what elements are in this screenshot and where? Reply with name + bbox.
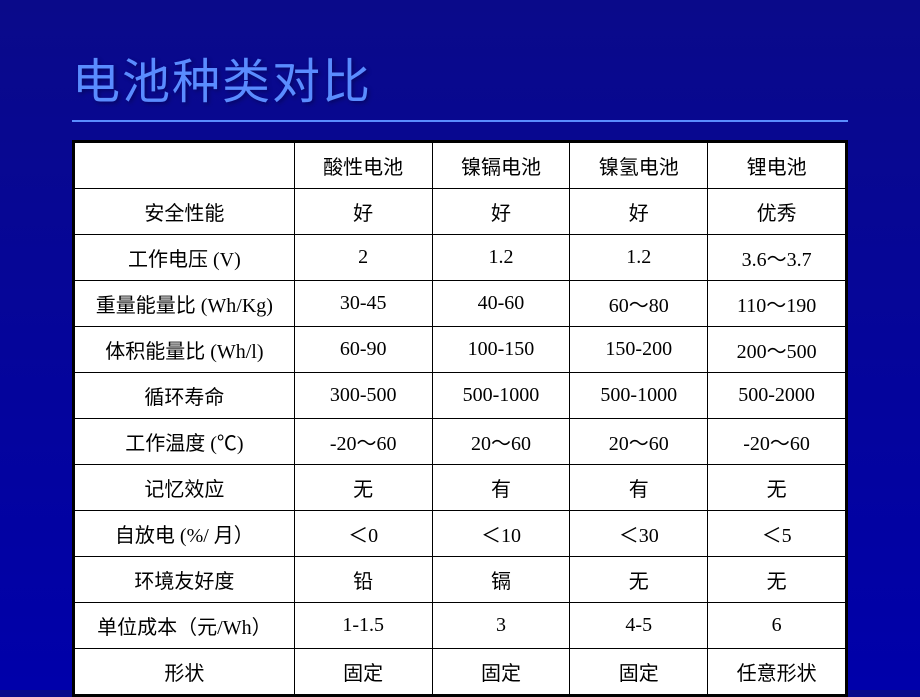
cell: -20～60 bbox=[294, 419, 432, 465]
row-label: 安全性能 bbox=[75, 189, 295, 235]
title-underline bbox=[72, 120, 848, 122]
cell: 无 bbox=[294, 465, 432, 511]
table-row: 自放电 (%/ 月） ＜0 ＜10 ＜30 ＜5 bbox=[75, 511, 846, 557]
cell: 30-45 bbox=[294, 281, 432, 327]
header-col-3: 镍氢电池 bbox=[570, 143, 708, 189]
cell: -20～60 bbox=[708, 419, 846, 465]
cell: 3 bbox=[432, 603, 570, 649]
table-row: 工作温度 (℃) -20～60 20～60 20～60 -20～60 bbox=[75, 419, 846, 465]
table-row: 循环寿命 300-500 500-1000 500-1000 500-2000 bbox=[75, 373, 846, 419]
cell: 4-5 bbox=[570, 603, 708, 649]
table-header-row: 酸性电池 镍镉电池 镍氢电池 锂电池 bbox=[75, 143, 846, 189]
row-label: 环境友好度 bbox=[75, 557, 295, 603]
comparison-table-container: 酸性电池 镍镉电池 镍氢电池 锂电池 安全性能 好 好 好 优秀 工作电压 (V… bbox=[72, 140, 848, 697]
header-col-4: 锂电池 bbox=[708, 143, 846, 189]
cell: 1.2 bbox=[570, 235, 708, 281]
cell: 无 bbox=[708, 557, 846, 603]
table-row: 体积能量比 (Wh/l) 60-90 100-150 150-200 200～5… bbox=[75, 327, 846, 373]
header-empty bbox=[75, 143, 295, 189]
header-col-1: 酸性电池 bbox=[294, 143, 432, 189]
table-row: 工作电压 (V) 2 1.2 1.2 3.6～3.7 bbox=[75, 235, 846, 281]
cell: 60～80 bbox=[570, 281, 708, 327]
cell: 好 bbox=[570, 189, 708, 235]
cell: ＜0 bbox=[294, 511, 432, 557]
table-row: 单位成本（元/Wh） 1-1.5 3 4-5 6 bbox=[75, 603, 846, 649]
row-label: 循环寿命 bbox=[75, 373, 295, 419]
cell: 2 bbox=[294, 235, 432, 281]
cell: 150-200 bbox=[570, 327, 708, 373]
cell: 1.2 bbox=[432, 235, 570, 281]
row-label: 体积能量比 (Wh/l) bbox=[75, 327, 295, 373]
table-row: 安全性能 好 好 好 优秀 bbox=[75, 189, 846, 235]
cell: 20～60 bbox=[570, 419, 708, 465]
cell: ＜10 bbox=[432, 511, 570, 557]
cell: 110～190 bbox=[708, 281, 846, 327]
cell: 200～500 bbox=[708, 327, 846, 373]
cell: 100-150 bbox=[432, 327, 570, 373]
cell: 任意形状 bbox=[708, 649, 846, 695]
cell: ＜5 bbox=[708, 511, 846, 557]
cell: 好 bbox=[432, 189, 570, 235]
cell: 有 bbox=[432, 465, 570, 511]
cell: 优秀 bbox=[708, 189, 846, 235]
cell: 60-90 bbox=[294, 327, 432, 373]
cell: 固定 bbox=[294, 649, 432, 695]
cell: 40-60 bbox=[432, 281, 570, 327]
cell: 好 bbox=[294, 189, 432, 235]
comparison-table: 酸性电池 镍镉电池 镍氢电池 锂电池 安全性能 好 好 好 优秀 工作电压 (V… bbox=[74, 142, 846, 695]
row-label: 重量能量比 (Wh/Kg) bbox=[75, 281, 295, 327]
cell: 300-500 bbox=[294, 373, 432, 419]
cell: 固定 bbox=[570, 649, 708, 695]
cell: 500-1000 bbox=[432, 373, 570, 419]
cell: 20～60 bbox=[432, 419, 570, 465]
cell: 固定 bbox=[432, 649, 570, 695]
cell: 铅 bbox=[294, 557, 432, 603]
cell: 1-1.5 bbox=[294, 603, 432, 649]
row-label: 记忆效应 bbox=[75, 465, 295, 511]
row-label: 工作温度 (℃) bbox=[75, 419, 295, 465]
row-label: 自放电 (%/ 月） bbox=[75, 511, 295, 557]
row-label: 形状 bbox=[75, 649, 295, 695]
cell: 无 bbox=[570, 557, 708, 603]
table-body: 安全性能 好 好 好 优秀 工作电压 (V) 2 1.2 1.2 3.6～3.7… bbox=[75, 189, 846, 695]
header-col-2: 镍镉电池 bbox=[432, 143, 570, 189]
cell: 500-2000 bbox=[708, 373, 846, 419]
row-label: 单位成本（元/Wh） bbox=[75, 603, 295, 649]
cell: 镉 bbox=[432, 557, 570, 603]
slide-title: 电池种类对比 bbox=[0, 0, 920, 120]
table-row: 记忆效应 无 有 有 无 bbox=[75, 465, 846, 511]
cell: 3.6～3.7 bbox=[708, 235, 846, 281]
table-row: 重量能量比 (Wh/Kg) 30-45 40-60 60～80 110～190 bbox=[75, 281, 846, 327]
cell: ＜30 bbox=[570, 511, 708, 557]
table-row: 环境友好度 铅 镉 无 无 bbox=[75, 557, 846, 603]
cell: 500-1000 bbox=[570, 373, 708, 419]
cell: 有 bbox=[570, 465, 708, 511]
table-row: 形状 固定 固定 固定 任意形状 bbox=[75, 649, 846, 695]
cell: 无 bbox=[708, 465, 846, 511]
cell: 6 bbox=[708, 603, 846, 649]
row-label: 工作电压 (V) bbox=[75, 235, 295, 281]
